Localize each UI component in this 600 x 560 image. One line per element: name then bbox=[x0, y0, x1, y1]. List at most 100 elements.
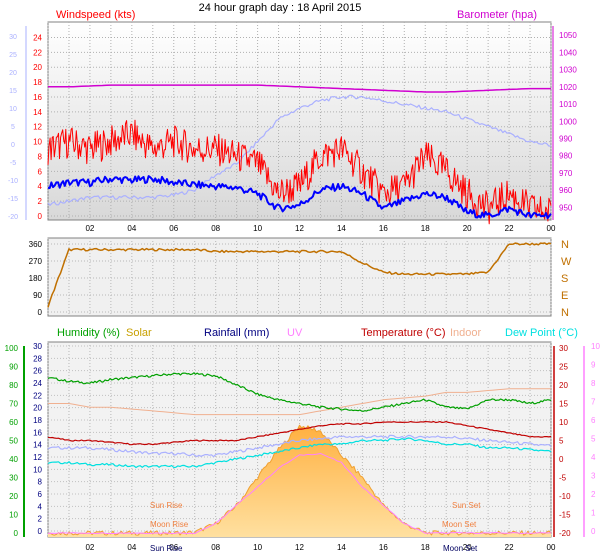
x-tick-label: 12 bbox=[295, 543, 304, 552]
uv-tick-label: 10 bbox=[591, 342, 600, 351]
solar-line-area bbox=[48, 425, 551, 537]
wind-tick-label: 16 bbox=[33, 93, 42, 102]
x-tick-label: 00 bbox=[547, 543, 556, 552]
uv-tick-label: 1 bbox=[591, 509, 596, 518]
x-tick-label: 04 bbox=[127, 543, 136, 552]
x-tick-label: 00 bbox=[547, 224, 556, 233]
humidity-tick-label: 100 bbox=[5, 344, 19, 353]
rain-tick-label: 8 bbox=[38, 478, 43, 487]
x-tick-label: 20 bbox=[463, 543, 472, 552]
wind-tick-label: 8 bbox=[38, 152, 43, 161]
wind-tick-label: 12 bbox=[33, 123, 42, 132]
direction-tick-label: 90 bbox=[33, 291, 42, 300]
rain-tick-label: 22 bbox=[33, 391, 42, 400]
outer-tick-label: 10 bbox=[9, 106, 17, 113]
compass-label: N bbox=[561, 239, 569, 251]
rain-tick-label: 16 bbox=[33, 428, 42, 437]
humidity-tick-label: 40 bbox=[9, 455, 18, 464]
x-tick-label: 04 bbox=[127, 224, 136, 233]
x-tick-label: 20 bbox=[463, 224, 472, 233]
rain-tick-label: 2 bbox=[38, 515, 43, 524]
temperature-tick-label: 25 bbox=[559, 363, 568, 372]
baro-tick-label: 1000 bbox=[559, 117, 577, 126]
humidity-tick-label: 50 bbox=[9, 437, 18, 446]
temperature-tick-label: 15 bbox=[559, 400, 568, 409]
legend-item: UV bbox=[287, 327, 303, 339]
x-tick-label: 06 bbox=[169, 543, 178, 552]
moon-set-label: Moon Set bbox=[442, 520, 477, 529]
rain-tick-label: 6 bbox=[38, 490, 43, 499]
uv-tick-label: 3 bbox=[591, 472, 596, 481]
humidity-tick-label: 90 bbox=[9, 363, 18, 372]
wind-tick-label: 2 bbox=[38, 197, 43, 206]
bottom-sun-rise-label: Sun Rise bbox=[150, 544, 183, 553]
direction-tick-label: 180 bbox=[29, 274, 43, 283]
uv-tick-label: 6 bbox=[591, 416, 596, 425]
baro-tick-label: 1020 bbox=[559, 83, 577, 92]
x-tick-label: 10 bbox=[253, 543, 262, 552]
sun-rise-label: Sun Rise bbox=[150, 501, 183, 510]
outer-tick-label: 0 bbox=[11, 142, 15, 149]
outer-tick-label: -5 bbox=[10, 160, 16, 167]
temperature-tick-label: -5 bbox=[559, 474, 567, 483]
windspeed-gust-line bbox=[47, 119, 552, 225]
compass-label: E bbox=[561, 290, 568, 302]
uv-tick-label: 4 bbox=[591, 453, 596, 462]
x-tick-label: 16 bbox=[379, 224, 388, 233]
humidity-tick-label: 0 bbox=[14, 529, 19, 538]
outer-tick-label: 5 bbox=[11, 124, 15, 131]
legend-barometer: Barometer (hpa) bbox=[457, 9, 537, 21]
wind-tick-label: 24 bbox=[33, 33, 42, 42]
x-tick-label: 02 bbox=[85, 224, 94, 233]
outer-tick-label: -20 bbox=[8, 214, 18, 221]
baro-tick-label: 1010 bbox=[559, 100, 577, 109]
baro-tick-label: 1050 bbox=[559, 31, 577, 40]
x-tick-label: 02 bbox=[85, 543, 94, 552]
compass-label: N bbox=[561, 307, 569, 319]
humidity-tick-label: 30 bbox=[9, 474, 18, 483]
bottom-moon-set-label: Moon Set bbox=[443, 544, 478, 553]
compass-label: S bbox=[561, 273, 568, 285]
wind-tick-label: 18 bbox=[33, 78, 42, 87]
temperature-tick-label: -15 bbox=[559, 511, 571, 520]
humidity-tick-label: 80 bbox=[9, 381, 18, 390]
wind-tick-label: 14 bbox=[33, 108, 42, 117]
compass-label: W bbox=[561, 256, 572, 268]
direction-panel: 360 N 270 W 180 S 90 E 0 N bbox=[29, 237, 572, 319]
temp-humidity-panel: 3028262422201816141210864201009080706050… bbox=[5, 327, 600, 553]
outer-tick-label: -15 bbox=[8, 196, 18, 203]
legend-item: Temperature (°C) bbox=[361, 327, 445, 339]
legend-item: Dew Point (°C) bbox=[505, 327, 578, 339]
rain-tick-label: 30 bbox=[33, 342, 42, 351]
wind-tick-label: 22 bbox=[33, 48, 42, 57]
temp-overlay-line bbox=[47, 94, 552, 206]
wind-tick-label: 4 bbox=[38, 182, 43, 191]
outer-tick-label: 30 bbox=[9, 34, 17, 41]
windspeed-avg-line bbox=[47, 175, 552, 220]
barometer-line bbox=[48, 84, 551, 93]
temperature-tick-label: 5 bbox=[559, 437, 564, 446]
sun-set-label: Sun Set bbox=[452, 501, 481, 510]
temperature-tick-label: 0 bbox=[559, 455, 564, 464]
baro-tick-label: 1040 bbox=[559, 48, 577, 57]
x-tick-label: 08 bbox=[211, 224, 220, 233]
page-title: 24 hour graph day : 18 April 2015 bbox=[199, 2, 362, 14]
x-tick-label: 06 bbox=[169, 224, 178, 233]
direction-tick-label: 360 bbox=[29, 240, 43, 249]
uv-tick-label: 9 bbox=[591, 361, 596, 370]
indoor-line bbox=[48, 388, 551, 416]
wind-baro-panel: 242220181614121086420302520151050-5-10-1… bbox=[8, 9, 577, 233]
direction-tick-label: 270 bbox=[29, 257, 43, 266]
uv-line bbox=[47, 453, 552, 534]
legend-item: Solar bbox=[126, 327, 152, 339]
temp-min-line bbox=[47, 434, 552, 458]
baro-tick-label: 990 bbox=[559, 135, 573, 144]
wind-direction-line bbox=[47, 242, 552, 308]
rain-tick-label: 10 bbox=[33, 465, 42, 474]
x-tick-label: 14 bbox=[337, 543, 346, 552]
temperature-tick-label: -10 bbox=[559, 492, 571, 501]
wind-tick-label: 0 bbox=[38, 212, 43, 221]
moon-rise-label: Moon Rise bbox=[150, 520, 189, 529]
baro-tick-label: 960 bbox=[559, 186, 573, 195]
